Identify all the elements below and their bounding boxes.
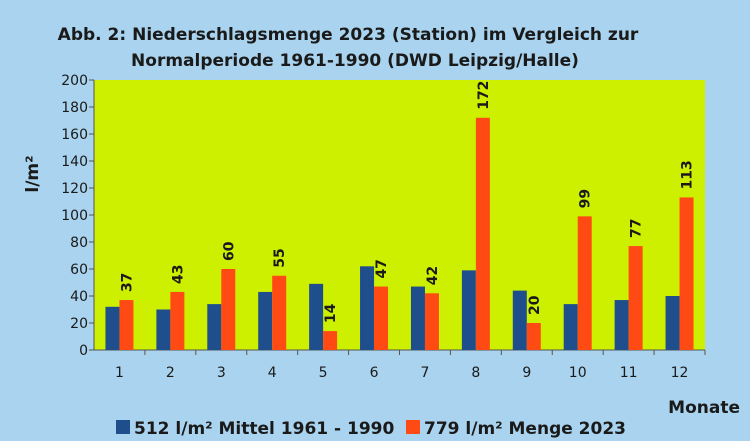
x-tick-label: 1 [115, 365, 124, 381]
data-label-menge: 55 [272, 248, 288, 267]
x-tick-label: 7 [420, 365, 429, 381]
bar-menge [628, 246, 643, 350]
bar-mittel [309, 283, 324, 350]
legend: 512 l/m² Mittel 1961 - 1990 779 l/m² Men… [116, 419, 626, 439]
y-tick-label: 180 [61, 100, 88, 116]
bar-menge [679, 197, 694, 350]
chart-title-line2: Normalperiode 1961-1990 (DWD Leipzig/Hal… [131, 51, 579, 71]
y-tick-label: 140 [61, 154, 88, 170]
bar-menge [221, 269, 236, 350]
bar-menge [577, 216, 592, 350]
legend-swatch-mittel [116, 420, 130, 434]
bar-mittel [105, 306, 120, 350]
bar-mittel [461, 270, 476, 350]
x-axis-label: Monate [668, 398, 740, 418]
bar-mittel [207, 304, 222, 350]
bar-menge [119, 300, 134, 350]
x-tick-label: 12 [671, 365, 689, 381]
x-tick-label: 11 [620, 365, 638, 381]
y-tick-label: 200 [61, 73, 88, 89]
data-label-menge: 99 [578, 189, 594, 208]
bar-menge [526, 323, 541, 350]
bar-menge [323, 331, 338, 350]
legend-swatch-menge [406, 420, 420, 434]
y-tick-label: 60 [70, 262, 88, 278]
x-tick-label: 2 [166, 365, 175, 381]
data-label-menge: 60 [221, 241, 237, 261]
bar-mittel [156, 309, 171, 350]
x-tick-label: 9 [522, 365, 531, 381]
bar-mittel [665, 296, 680, 350]
bar-mittel [563, 304, 578, 350]
x-tick-label: 4 [268, 365, 277, 381]
data-label-menge: 77 [629, 219, 645, 238]
legend-label-mittel: 512 l/m² Mittel 1961 - 1990 [134, 419, 394, 439]
y-tick-label: 20 [70, 316, 88, 332]
x-tick-label: 3 [217, 365, 226, 381]
y-tick-label: 0 [79, 343, 88, 359]
plot-background [94, 80, 705, 350]
bar-menge [272, 275, 287, 350]
data-label-menge: 172 [476, 81, 492, 110]
data-label-menge: 14 [323, 303, 339, 323]
bar-mittel [410, 286, 425, 350]
bar-mittel [360, 266, 375, 350]
bar-mittel [512, 290, 527, 350]
y-tick-label: 80 [70, 235, 88, 251]
chart-title-line1: Abb. 2: Niederschlagsmenge 2023 (Station… [58, 25, 639, 45]
plot-area: 0204060801001201401601802001372433604555… [61, 73, 706, 381]
y-tick-label: 160 [61, 127, 88, 143]
legend-label-menge: 779 l/m² Menge 2023 [424, 419, 626, 439]
x-tick-label: 5 [319, 365, 328, 381]
y-tick-label: 120 [61, 181, 88, 197]
bar-menge [170, 291, 185, 350]
x-tick-label: 6 [370, 365, 379, 381]
data-label-menge: 20 [527, 295, 543, 315]
y-axis-label: l/m² [23, 155, 43, 192]
bar-menge [374, 286, 389, 350]
bar-mittel [258, 291, 273, 350]
bar-menge [475, 117, 490, 350]
data-label-menge: 113 [680, 160, 696, 189]
bar-menge [424, 293, 439, 350]
bar-mittel [614, 300, 629, 350]
data-label-menge: 47 [374, 259, 390, 278]
x-tick-label: 8 [471, 365, 480, 381]
y-tick-label: 100 [61, 208, 88, 224]
data-label-menge: 42 [425, 266, 441, 285]
data-label-menge: 43 [170, 264, 186, 283]
data-label-menge: 37 [119, 273, 135, 292]
y-tick-label: 40 [70, 289, 88, 305]
x-tick-label: 10 [569, 365, 587, 381]
